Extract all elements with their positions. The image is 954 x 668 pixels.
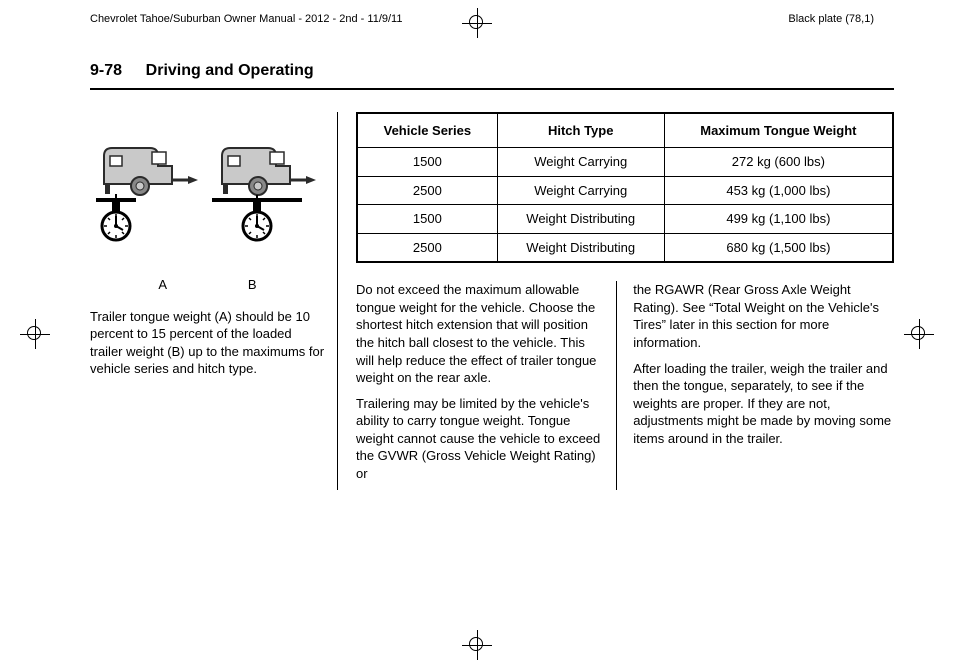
table-header-row: Vehicle Series Hitch Type Maximum Tongue… — [357, 113, 893, 148]
td: 1500 — [357, 205, 497, 234]
body-paragraph: the RGAWR (Rear Gross Axle Weight Rating… — [633, 281, 894, 351]
registration-mark-right — [904, 319, 934, 349]
td: Weight Distributing — [497, 233, 664, 262]
column-3: the RGAWR (Rear Gross Axle Weight Rating… — [633, 281, 894, 490]
page-number: 9-78 — [90, 62, 122, 79]
column-1: A B Trailer tongue weight (A) should be … — [90, 112, 338, 491]
column-2: Do not exceed the maximum allowable tong… — [356, 281, 617, 490]
td: 453 kg (1,000 lbs) — [664, 176, 893, 205]
section-title: Driving and Operating — [146, 62, 314, 79]
td: 680 kg (1,500 lbs) — [664, 233, 893, 262]
td: 1500 — [357, 148, 497, 177]
body-paragraph: After loading the trailer, weigh the tra… — [633, 360, 894, 448]
diagram-label-a: A — [158, 276, 167, 294]
tongue-weight-table: Vehicle Series Hitch Type Maximum Tongue… — [356, 112, 894, 264]
th-vehicle-series: Vehicle Series — [357, 113, 497, 148]
table-row: 2500 Weight Carrying 453 kg (1,000 lbs) — [357, 176, 893, 205]
table-row: 2500 Weight Distributing 680 kg (1,500 l… — [357, 233, 893, 262]
td: Weight Carrying — [497, 176, 664, 205]
section-header: 9-78 Driving and Operating — [90, 60, 894, 90]
td: 272 kg (600 lbs) — [664, 148, 893, 177]
body-paragraph: Do not exceed the maximum allowable tong… — [356, 281, 604, 386]
header-right: Black plate (78,1) — [788, 12, 874, 27]
diagram-caption: Trailer tongue weight (A) should be 10 p… — [90, 308, 325, 378]
td: 2500 — [357, 233, 497, 262]
td: Weight Carrying — [497, 148, 664, 177]
table-row: 1500 Weight Carrying 272 kg (600 lbs) — [357, 148, 893, 177]
td: 499 kg (1,100 lbs) — [664, 205, 893, 234]
registration-mark-top — [462, 8, 492, 38]
table-row: 1500 Weight Distributing 499 kg (1,100 l… — [357, 205, 893, 234]
diagram-label-b: B — [248, 276, 257, 294]
body-paragraph: Trailering may be limited by the vehicle… — [356, 395, 604, 483]
td: 2500 — [357, 176, 497, 205]
registration-mark-left — [20, 319, 50, 349]
header-left: Chevrolet Tahoe/Suburban Owner Manual - … — [90, 12, 402, 27]
registration-mark-bottom — [462, 630, 492, 660]
td: Weight Distributing — [497, 205, 664, 234]
th-hitch-type: Hitch Type — [497, 113, 664, 148]
trailer-diagram: A B — [90, 136, 325, 294]
th-max-tongue-weight: Maximum Tongue Weight — [664, 113, 893, 148]
